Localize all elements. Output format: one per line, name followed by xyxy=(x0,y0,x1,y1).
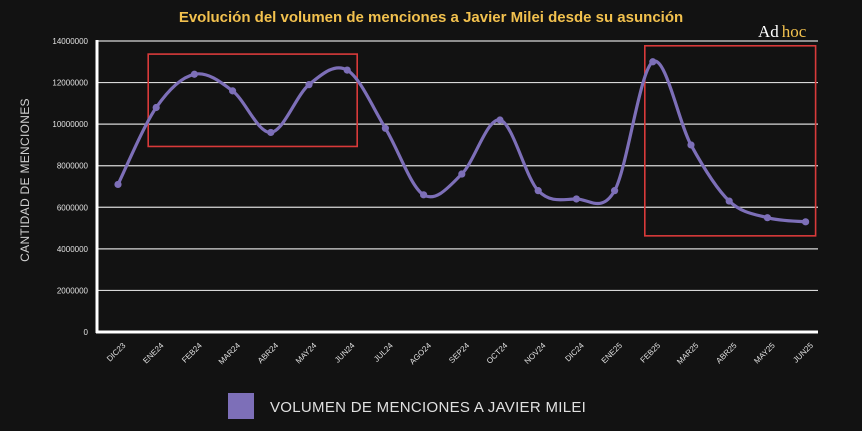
data-point xyxy=(229,87,237,95)
grid-lines xyxy=(97,40,818,292)
logo: Ad hoc xyxy=(758,22,807,41)
highlight-box xyxy=(147,53,358,148)
chart-title: Evolución del volumen de menciones a Jav… xyxy=(179,9,683,26)
series-group xyxy=(114,58,810,226)
logo-text-a: Ad xyxy=(758,22,779,41)
axes xyxy=(95,40,818,334)
data-point xyxy=(572,195,581,203)
series-line xyxy=(116,59,808,224)
x-tick-label: SEP24 xyxy=(447,341,471,365)
legend-swatch xyxy=(228,393,254,419)
x-tick-label: JUN24 xyxy=(333,341,357,365)
data-point xyxy=(534,187,542,195)
x-tick-labels: DIC23 ENE24 FEB24 MAR24 ABR24 MAY24 JUN24 JUL24… xyxy=(105,341,815,367)
x-tick-label: FEB24 xyxy=(180,341,204,365)
data-point xyxy=(496,116,504,124)
data-point xyxy=(152,103,160,112)
x-tick-label: ABR25 xyxy=(714,341,739,366)
x-tick-label: NOV24 xyxy=(523,341,548,366)
y-tick-label: 2000000 xyxy=(57,286,89,295)
highlight-boxes xyxy=(147,44,817,237)
x-tick-label: JUN25 xyxy=(791,341,815,365)
y-axis-label: CANTIDAD DE MENCIONES xyxy=(18,98,32,262)
x-tick-label: MAY24 xyxy=(294,341,319,366)
y-tick-label: 14000000 xyxy=(52,37,88,46)
y-tick-label: 0 xyxy=(84,328,89,337)
highlight-box xyxy=(643,44,817,237)
x-tick-label: FEB25 xyxy=(639,341,663,365)
y-tick-label: 4000000 xyxy=(57,245,89,254)
x-tick-label: MAR25 xyxy=(675,341,701,367)
x-tick-label: ABR24 xyxy=(256,341,281,366)
data-point xyxy=(687,141,695,149)
x-tick-label: DIC23 xyxy=(105,341,128,364)
data-point xyxy=(267,128,275,137)
logo-text-b: hoc xyxy=(782,22,807,41)
data-point xyxy=(611,187,619,195)
data-point xyxy=(114,180,122,189)
x-tick-label: AGO24 xyxy=(408,341,434,367)
x-tick-label: ENE25 xyxy=(600,341,625,366)
data-point xyxy=(305,81,313,89)
data-point xyxy=(190,70,198,78)
y-tick-label: 12000000 xyxy=(52,79,88,88)
data-point xyxy=(725,197,733,205)
y-tick-labels: 0 2000000 4000000 6000000 8000000 10000000 120… xyxy=(52,37,88,337)
x-tick-label: MAY25 xyxy=(752,341,777,366)
x-tick-label: OCT24 xyxy=(485,341,510,366)
y-tick-label: 10000000 xyxy=(52,120,88,129)
data-point xyxy=(763,214,772,222)
x-tick-label: DIC24 xyxy=(563,341,586,364)
y-tick-label: 8000000 xyxy=(57,162,89,171)
x-tick-label: ENE24 xyxy=(141,341,166,366)
legend: VOLUMEN DE MENCIONES A JAVIER MILEI xyxy=(228,393,586,419)
data-point xyxy=(802,218,810,226)
data-point xyxy=(343,66,351,74)
x-tick-label: MAR24 xyxy=(217,341,243,367)
data-point xyxy=(381,124,389,132)
data-point xyxy=(420,191,428,199)
x-tick-label: JUL24 xyxy=(372,341,395,364)
legend-label: VOLUMEN DE MENCIONES A JAVIER MILEI xyxy=(270,399,586,416)
y-tick-label: 6000000 xyxy=(57,203,89,212)
data-point xyxy=(649,58,657,66)
data-point xyxy=(458,170,466,178)
